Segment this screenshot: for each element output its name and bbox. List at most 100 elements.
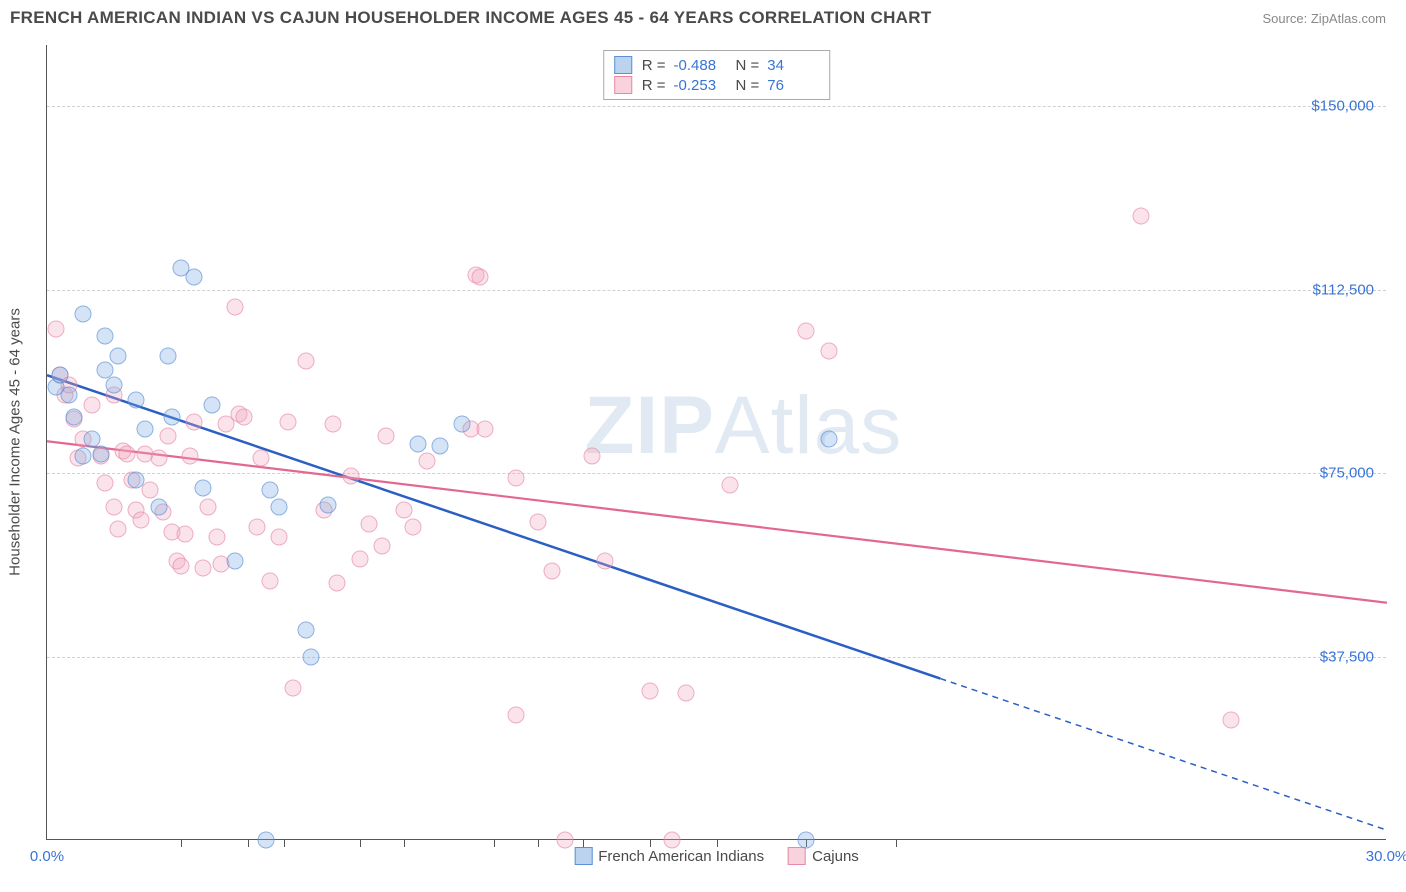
data-point: [173, 558, 190, 575]
data-point: [150, 499, 167, 516]
data-point: [405, 518, 422, 535]
trendlines: [47, 45, 1387, 840]
data-point: [106, 499, 123, 516]
data-point: [253, 450, 270, 467]
data-point: [1222, 712, 1239, 729]
y-tick-label: $112,500: [1313, 281, 1374, 298]
data-point: [508, 707, 525, 724]
chart-header: FRENCH AMERICAN INDIAN VS CAJUN HOUSEHOL…: [0, 0, 1406, 36]
data-point: [204, 396, 221, 413]
data-point: [226, 298, 243, 315]
data-point: [280, 413, 297, 430]
y-tick-label: $150,000: [1311, 98, 1374, 115]
data-point: [52, 367, 69, 384]
y-axis-title: Householder Income Ages 45 - 64 years: [7, 308, 24, 576]
data-point: [83, 396, 100, 413]
legend-series: French American Indians Cajuns: [574, 847, 859, 865]
data-point: [722, 477, 739, 494]
data-point: [262, 482, 279, 499]
data-point: [119, 445, 136, 462]
data-point: [664, 832, 681, 849]
data-point: [110, 521, 127, 538]
data-point: [97, 328, 114, 345]
data-point: [374, 538, 391, 555]
data-point: [378, 428, 395, 445]
data-point: [65, 408, 82, 425]
data-point: [257, 832, 274, 849]
data-point: [597, 553, 614, 570]
x-tick: [360, 839, 361, 847]
data-point: [128, 391, 145, 408]
legend-label: Cajuns: [812, 848, 859, 865]
x-tick: [284, 839, 285, 847]
data-point: [159, 428, 176, 445]
data-point: [235, 408, 252, 425]
data-point: [583, 447, 600, 464]
data-point: [508, 469, 525, 486]
x-tick: [404, 839, 405, 847]
gridline: [47, 106, 1386, 107]
legend-swatch: [614, 76, 632, 94]
data-point: [677, 685, 694, 702]
data-point: [543, 562, 560, 579]
data-point: [128, 472, 145, 489]
data-point: [342, 467, 359, 484]
data-point: [106, 377, 123, 394]
data-point: [186, 413, 203, 430]
data-point: [324, 416, 341, 433]
x-tick: [538, 839, 539, 847]
x-tick: [717, 839, 718, 847]
data-point: [454, 416, 471, 433]
legend-item: French American Indians: [574, 847, 764, 865]
stat-r-value: -0.488: [674, 57, 726, 74]
data-point: [92, 445, 109, 462]
chart-title: FRENCH AMERICAN INDIAN VS CAJUN HOUSEHOL…: [10, 8, 932, 28]
x-tick: [583, 839, 584, 847]
legend-swatch: [614, 56, 632, 74]
data-point: [557, 832, 574, 849]
data-point: [47, 320, 64, 337]
data-point: [329, 575, 346, 592]
gridline: [47, 290, 1386, 291]
data-point: [74, 306, 91, 323]
data-point: [302, 648, 319, 665]
x-tick-label: 30.0%: [1366, 848, 1406, 865]
stat-n-label: N =: [736, 77, 760, 94]
data-point: [262, 572, 279, 589]
data-point: [110, 347, 127, 364]
data-point: [1133, 208, 1150, 225]
data-point: [248, 518, 265, 535]
legend-stat-row: R = -0.253 N = 76: [614, 75, 820, 95]
stat-r-label: R =: [642, 57, 666, 74]
x-tick: [494, 839, 495, 847]
data-point: [820, 430, 837, 447]
data-point: [418, 452, 435, 469]
legend-label: French American Indians: [598, 848, 764, 865]
data-point: [208, 528, 225, 545]
data-point: [271, 499, 288, 516]
legend-swatch: [574, 847, 592, 865]
data-point: [97, 474, 114, 491]
data-point: [177, 526, 194, 543]
data-point: [298, 621, 315, 638]
x-tick-label: 0.0%: [30, 848, 64, 865]
data-point: [195, 479, 212, 496]
data-point: [798, 832, 815, 849]
data-point: [351, 550, 368, 567]
data-point: [226, 553, 243, 570]
data-point: [137, 421, 154, 438]
data-point: [820, 342, 837, 359]
data-point: [181, 447, 198, 464]
stat-r-label: R =: [642, 77, 666, 94]
x-tick: [181, 839, 182, 847]
data-point: [642, 682, 659, 699]
data-point: [472, 269, 489, 286]
gridline: [47, 473, 1386, 474]
legend-swatch: [788, 847, 806, 865]
x-tick: [896, 839, 897, 847]
legend-item: Cajuns: [788, 847, 859, 865]
data-point: [199, 499, 216, 516]
data-point: [61, 386, 78, 403]
stat-n-label: N =: [736, 57, 760, 74]
legend-stats: R = -0.488 N = 34 R = -0.253 N = 76: [603, 50, 831, 100]
